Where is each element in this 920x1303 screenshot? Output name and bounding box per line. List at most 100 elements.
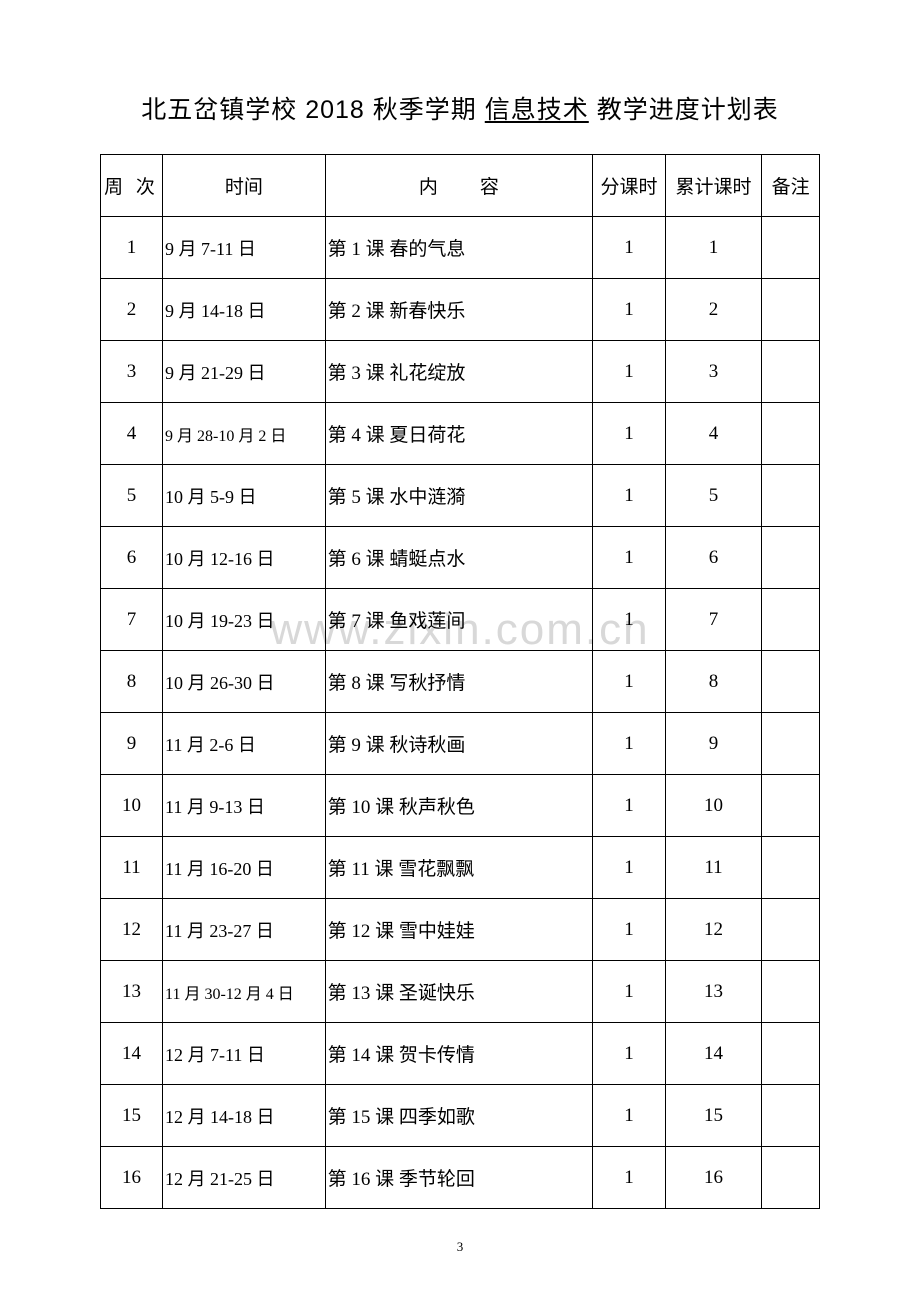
cell-week: 9	[101, 713, 163, 775]
cell-cumulative: 10	[665, 775, 761, 837]
cell-remark	[762, 775, 820, 837]
cell-week: 14	[101, 1023, 163, 1085]
cell-hours: 1	[593, 341, 666, 403]
cell-cumulative: 12	[665, 899, 761, 961]
cell-remark	[762, 465, 820, 527]
cell-hours: 1	[593, 279, 666, 341]
cell-cumulative: 6	[665, 527, 761, 589]
cell-content: 第 13 课 圣诞快乐	[325, 961, 592, 1023]
title-semester: 秋季学期	[373, 96, 477, 124]
cell-cumulative: 7	[665, 589, 761, 651]
title-subject: 信息技术	[485, 96, 589, 124]
title-year: 2018	[305, 96, 365, 124]
table-row: 49 月 28-10 月 2 日第 4 课 夏日荷花14	[101, 403, 820, 465]
table-row: 1011 月 9-13 日第 10 课 秋声秋色110	[101, 775, 820, 837]
cell-hours: 1	[593, 1023, 666, 1085]
header-cumulative: 累计课时	[665, 155, 761, 217]
cell-week: 7	[101, 589, 163, 651]
table-row: 1412 月 7-11 日第 14 课 贺卡传情114	[101, 1023, 820, 1085]
cell-week: 16	[101, 1147, 163, 1209]
cell-time: 11 月 23-27 日	[163, 899, 326, 961]
table-row: 1211 月 23-27 日第 12 课 雪中娃娃112	[101, 899, 820, 961]
cell-time: 9 月 14-18 日	[163, 279, 326, 341]
cell-cumulative: 16	[665, 1147, 761, 1209]
cell-week: 10	[101, 775, 163, 837]
cell-time: 11 月 30-12 月 4 日	[163, 961, 326, 1023]
cell-time: 10 月 12-16 日	[163, 527, 326, 589]
cell-time: 10 月 5-9 日	[163, 465, 326, 527]
cell-time: 11 月 9-13 日	[163, 775, 326, 837]
cell-content: 第 3 课 礼花绽放	[325, 341, 592, 403]
table-row: 1111 月 16-20 日第 11 课 雪花飘飘111	[101, 837, 820, 899]
header-hours: 分课时	[593, 155, 666, 217]
cell-time: 12 月 14-18 日	[163, 1085, 326, 1147]
cell-hours: 1	[593, 1085, 666, 1147]
table-row: 911 月 2-6 日第 9 课 秋诗秋画19	[101, 713, 820, 775]
cell-cumulative: 11	[665, 837, 761, 899]
table-row: 710 月 19-23 日第 7 课 鱼戏莲间17	[101, 589, 820, 651]
cell-remark	[762, 651, 820, 713]
cell-hours: 1	[593, 651, 666, 713]
cell-remark	[762, 1147, 820, 1209]
cell-time: 9 月 21-29 日	[163, 341, 326, 403]
cell-cumulative: 4	[665, 403, 761, 465]
table-row: 19 月 7-11 日第 1 课 春的气息11	[101, 217, 820, 279]
cell-week: 1	[101, 217, 163, 279]
cell-time: 11 月 16-20 日	[163, 837, 326, 899]
page-title: 北五岔镇学校 2018 秋季学期 信息技术 教学进度计划表	[100, 90, 820, 126]
table-row: 1612 月 21-25 日第 16 课 季节轮回116	[101, 1147, 820, 1209]
cell-remark	[762, 713, 820, 775]
cell-content: 第 4 课 夏日荷花	[325, 403, 592, 465]
cell-time: 9 月 28-10 月 2 日	[163, 403, 326, 465]
cell-content: 第 11 课 雪花飘飘	[325, 837, 592, 899]
cell-remark	[762, 527, 820, 589]
table-row: 1311 月 30-12 月 4 日第 13 课 圣诞快乐113	[101, 961, 820, 1023]
cell-hours: 1	[593, 837, 666, 899]
cell-week: 13	[101, 961, 163, 1023]
table-row: 610 月 12-16 日第 6 课 蜻蜓点水16	[101, 527, 820, 589]
cell-remark	[762, 403, 820, 465]
cell-remark	[762, 899, 820, 961]
cell-time: 12 月 7-11 日	[163, 1023, 326, 1085]
cell-hours: 1	[593, 403, 666, 465]
cell-time: 11 月 2-6 日	[163, 713, 326, 775]
cell-hours: 1	[593, 713, 666, 775]
table-wrapper: 周 次 时间 内容 分课时 累计课时 备注 19 月 7-11 日第 1 课 春…	[100, 154, 820, 1209]
table-row: 810 月 26-30 日第 8 课 写秋抒情18	[101, 651, 820, 713]
cell-hours: 1	[593, 961, 666, 1023]
cell-cumulative: 13	[665, 961, 761, 1023]
cell-remark	[762, 589, 820, 651]
cell-cumulative: 8	[665, 651, 761, 713]
cell-content: 第 9 课 秋诗秋画	[325, 713, 592, 775]
cell-content: 第 12 课 雪中娃娃	[325, 899, 592, 961]
cell-week: 11	[101, 837, 163, 899]
table-body: 19 月 7-11 日第 1 课 春的气息1129 月 14-18 日第 2 课…	[101, 217, 820, 1209]
cell-week: 8	[101, 651, 163, 713]
cell-remark	[762, 217, 820, 279]
schedule-table: 周 次 时间 内容 分课时 累计课时 备注 19 月 7-11 日第 1 课 春…	[100, 154, 820, 1209]
cell-time: 12 月 21-25 日	[163, 1147, 326, 1209]
cell-content: 第 5 课 水中涟漪	[325, 465, 592, 527]
cell-hours: 1	[593, 217, 666, 279]
cell-hours: 1	[593, 1147, 666, 1209]
cell-cumulative: 9	[665, 713, 761, 775]
title-suffix: 教学进度计划表	[597, 96, 779, 124]
cell-time: 10 月 19-23 日	[163, 589, 326, 651]
cell-remark	[762, 1085, 820, 1147]
cell-cumulative: 1	[665, 217, 761, 279]
header-week: 周 次	[101, 155, 163, 217]
cell-week: 4	[101, 403, 163, 465]
header-remark: 备注	[762, 155, 820, 217]
cell-remark	[762, 341, 820, 403]
cell-content: 第 2 课 新春快乐	[325, 279, 592, 341]
header-content: 内容	[325, 155, 592, 217]
cell-cumulative: 2	[665, 279, 761, 341]
cell-remark	[762, 1023, 820, 1085]
cell-week: 2	[101, 279, 163, 341]
cell-week: 5	[101, 465, 163, 527]
table-row: 1512 月 14-18 日第 15 课 四季如歌115	[101, 1085, 820, 1147]
cell-week: 3	[101, 341, 163, 403]
cell-cumulative: 5	[665, 465, 761, 527]
cell-time: 9 月 7-11 日	[163, 217, 326, 279]
table-row: 39 月 21-29 日第 3 课 礼花绽放13	[101, 341, 820, 403]
